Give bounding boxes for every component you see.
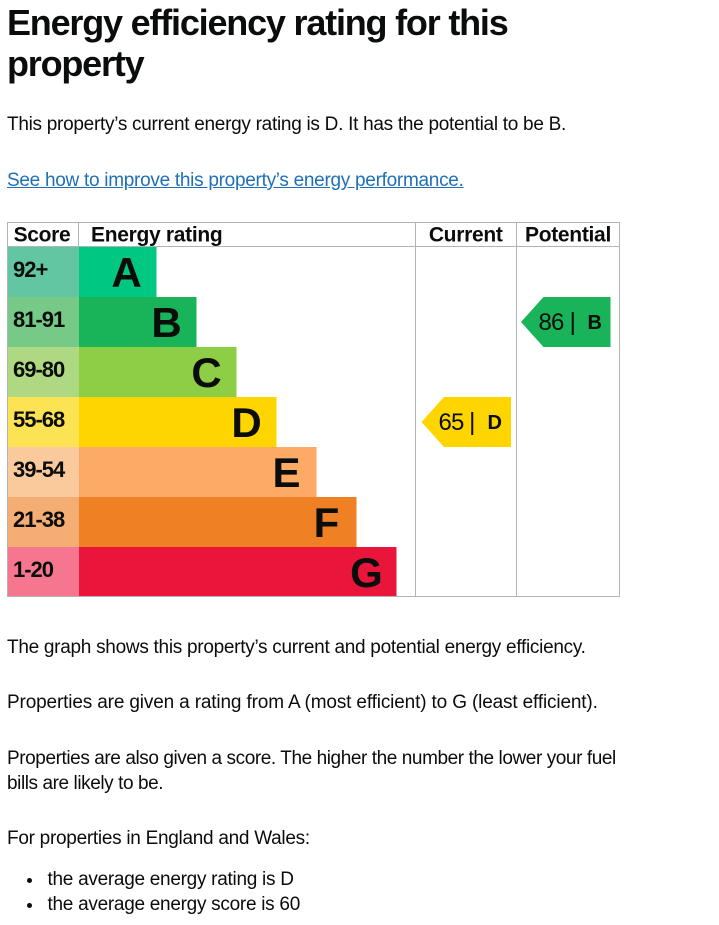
- svg-text:39-54: 39-54: [13, 457, 66, 482]
- svg-text:D: D: [231, 399, 261, 446]
- svg-text:D: D: [488, 412, 502, 434]
- svg-text:Potential: Potential: [525, 224, 611, 247]
- svg-text:86: 86: [539, 309, 565, 336]
- svg-text:|: |: [570, 308, 577, 336]
- svg-text:55-68: 55-68: [13, 407, 65, 432]
- svg-text:Score: Score: [14, 224, 71, 247]
- svg-text:E: E: [272, 449, 300, 496]
- svg-text:C: C: [191, 349, 221, 396]
- svg-text:B: B: [151, 299, 181, 346]
- svg-text:A: A: [111, 249, 141, 296]
- svg-text:21-38: 21-38: [13, 507, 65, 532]
- svg-text:B: B: [588, 312, 602, 334]
- svg-text:1-20: 1-20: [13, 557, 54, 582]
- svg-text:G: G: [350, 549, 383, 596]
- svg-text:|: |: [469, 408, 476, 436]
- svg-text:65: 65: [439, 409, 465, 436]
- svg-text:Current: Current: [429, 224, 503, 247]
- svg-text:81-91: 81-91: [13, 307, 65, 332]
- svg-text:Energy rating: Energy rating: [91, 224, 222, 247]
- svg-text:F: F: [314, 499, 340, 546]
- svg-text:69-80: 69-80: [13, 357, 65, 382]
- svg-text:92+: 92+: [13, 257, 47, 282]
